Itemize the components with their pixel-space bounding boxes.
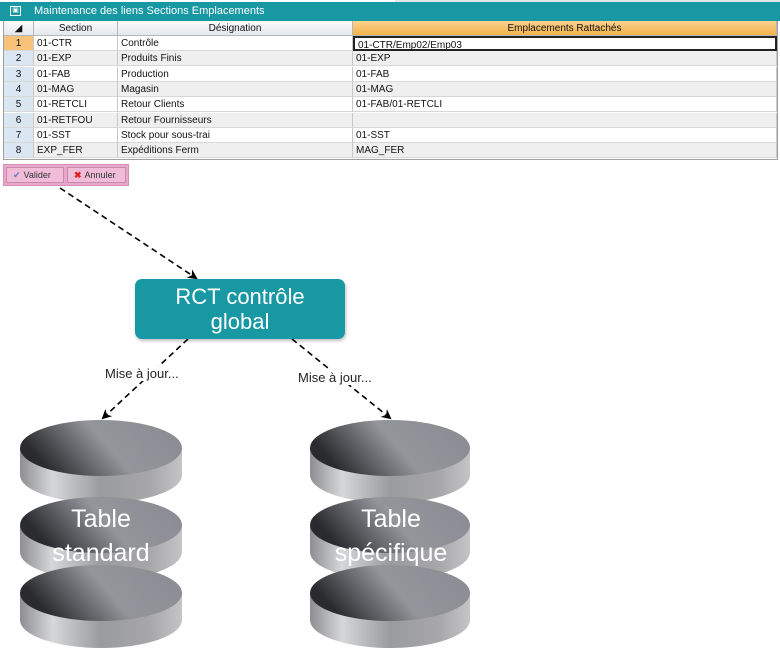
cell-designation[interactable]: Stock pour sous-trai [118, 127, 353, 143]
close-icon: ✖ [74, 170, 82, 180]
top-strip [395, 0, 780, 2]
cylinder-top [20, 565, 182, 621]
cell-emplacements[interactable]: 01-FAB/01-RETCLI [353, 97, 777, 113]
button-bar: ✔ Valider ✖ Annuler [3, 164, 129, 186]
cell-section[interactable]: 01-SST [34, 127, 118, 143]
cell-emplacements[interactable]: 01-MAG [353, 81, 777, 97]
column-header-designation[interactable]: Désignation [118, 21, 353, 36]
cell-designation[interactable]: Production [118, 66, 353, 82]
cell-designation[interactable]: Produits Finis [118, 51, 353, 67]
cell-designation[interactable]: Retour Fournisseurs [118, 112, 353, 128]
row-number[interactable]: 7 [4, 127, 34, 143]
cancel-button[interactable]: ✖ Annuler [67, 167, 126, 183]
table-row[interactable]: 8 EXP_FER Expéditions Ferm MAG_FER [4, 143, 777, 159]
window-titlebar: ▣ Maintenance des liens Sections Emplace… [0, 2, 780, 21]
cylinder-top [20, 420, 182, 476]
cell-section[interactable]: 01-RETCLI [34, 97, 118, 113]
row-number[interactable]: 2 [4, 51, 34, 67]
table-row[interactable]: 4 01-MAG Magasin 01-MAG [4, 81, 777, 97]
cell-section[interactable]: 01-RETFOU [34, 112, 118, 128]
validate-button[interactable]: ✔ Valider [6, 167, 64, 183]
table-row[interactable]: 3 01-FAB Production 01-FAB [4, 66, 777, 82]
row-number[interactable]: 6 [4, 112, 34, 128]
cell-section[interactable]: 01-CTR [34, 36, 118, 51]
cell-designation[interactable]: Contrôle [118, 36, 353, 51]
cell-emplacements[interactable]: 01-SST [353, 127, 777, 143]
database-standard-icon [20, 420, 182, 648]
cell-designation[interactable]: Expéditions Ferm [118, 143, 353, 159]
cell-designation[interactable]: Retour Clients [118, 97, 353, 113]
table-row[interactable]: 5 01-RETCLI Retour Clients 01-FAB/01-RETCLI [4, 97, 777, 113]
cylinder-top [20, 497, 182, 553]
cell-section[interactable]: 01-MAG [34, 81, 118, 97]
database-standard-label: Table standard [52, 505, 150, 567]
cell-emplacements[interactable]: 01-EXP [353, 51, 777, 67]
edge-label-right: Mise à jour... [298, 370, 372, 385]
database-specific-icon [310, 420, 470, 648]
table-row[interactable]: 7 01-SST Stock pour sous-trai 01-SST [4, 127, 777, 143]
window-title: Maintenance des liens Sections Emplaceme… [34, 5, 265, 17]
row-number[interactable]: 5 [4, 97, 34, 113]
process-node[interactable]: RCT contrôle global [135, 279, 345, 339]
database-specific-label: Table spécifique [334, 505, 448, 567]
edge-label-left: Mise à jour... [105, 366, 179, 381]
cell-emplacements[interactable]: 01-FAB [353, 66, 777, 82]
column-header-emplacements[interactable]: Emplacements Rattachés [353, 21, 777, 36]
row-number[interactable]: 3 [4, 66, 34, 82]
cell-emplacements[interactable]: MAG_FER [353, 143, 777, 159]
column-header-section[interactable]: Section [34, 21, 118, 36]
table-row[interactable]: 1 01-CTR Contrôle 01-CTR/Emp02/Emp03 [4, 36, 777, 51]
cylinder-top [310, 565, 470, 621]
data-grid: ◢ Section Désignation Emplacements Ratta… [3, 21, 778, 160]
cell-section[interactable]: 01-EXP [34, 51, 118, 67]
cylinder-top [310, 420, 470, 476]
cell-emplacements[interactable]: 01-CTR/Emp02/Emp03 [353, 36, 777, 51]
cylinder-top [310, 497, 470, 553]
cell-section[interactable]: 01-FAB [34, 66, 118, 82]
grid-header: ◢ Section Désignation Emplacements Ratta… [4, 21, 777, 36]
edge-grid-to-process [59, 187, 198, 280]
row-number[interactable]: 4 [4, 81, 34, 97]
cell-emplacements[interactable] [353, 112, 777, 128]
row-number[interactable]: 8 [4, 143, 34, 159]
window-icon: ▣ [10, 6, 21, 16]
table-row[interactable]: 2 01-EXP Produits Finis 01-EXP [4, 51, 777, 67]
table-row[interactable]: 6 01-RETFOU Retour Fournisseurs [4, 112, 777, 128]
cell-designation[interactable]: Magasin [118, 81, 353, 97]
check-icon: ✔ [13, 170, 21, 180]
cell-section[interactable]: EXP_FER [34, 143, 118, 159]
row-number[interactable]: 1 [4, 36, 34, 51]
select-all-corner[interactable]: ◢ [4, 21, 34, 36]
